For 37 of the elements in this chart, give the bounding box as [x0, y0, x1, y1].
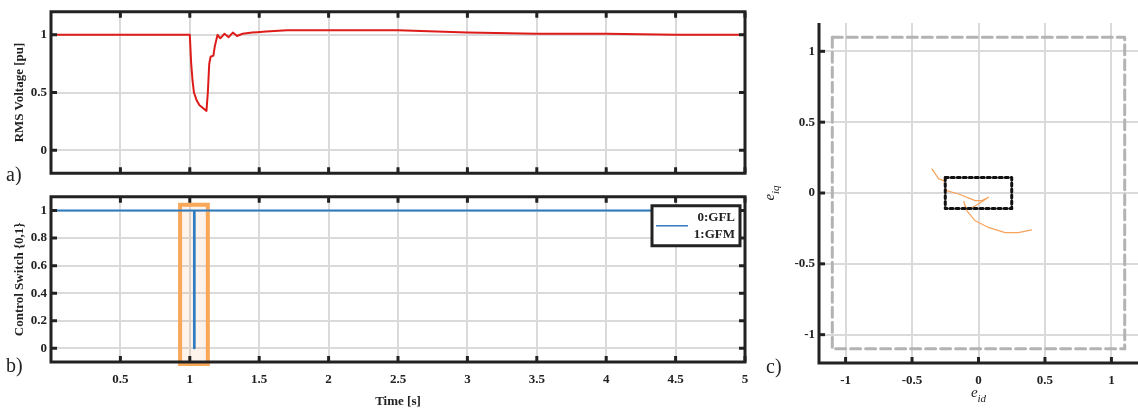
y-tick-label: 0 — [808, 184, 815, 200]
x-tick-label: 2.5 — [389, 371, 407, 387]
x-tick-label: -0.5 — [901, 372, 923, 388]
y-tick-label: 0.2 — [30, 312, 47, 328]
y-tick-label: 0.8 — [30, 229, 48, 245]
y-tick-label: 0.5 — [30, 83, 48, 99]
x-tick-label: 4.5 — [667, 371, 685, 387]
x-axis-title: Time [s] — [375, 393, 421, 408]
x-tick-label: -1 — [840, 372, 852, 388]
y-tick-label: 0.6 — [30, 256, 48, 272]
text: b) — [6, 354, 23, 377]
x-tick-label: 1 — [1108, 372, 1115, 388]
x-tick-label: 0 — [975, 372, 982, 388]
x-tick-label: 5 — [741, 371, 749, 387]
y-tick-label: 1 — [40, 26, 47, 42]
y-tick-label: -1 — [804, 326, 815, 342]
y-axis-title: eiq — [761, 184, 781, 201]
text: a) — [6, 163, 22, 186]
y-tick-label: 1 — [40, 201, 47, 217]
x-tick-label: 1 — [186, 371, 194, 387]
legend-label: 0:GFL 1:GFM — [693, 209, 736, 242]
x-tick-label: 0.5 — [1036, 372, 1054, 388]
y-tick-label: 1 — [808, 42, 815, 58]
x-tick-label: 1.5 — [251, 371, 268, 387]
y-axis-title: RMS Voltage [pu] — [11, 42, 27, 143]
y-tick-label: 0 — [40, 339, 47, 355]
text: c) — [766, 355, 782, 378]
y-tick-label: 0.5 — [798, 113, 816, 129]
x-tick-label: 3 — [464, 371, 472, 387]
x-tick-label: 4 — [602, 371, 610, 387]
y-tick-label: -0.5 — [794, 255, 816, 271]
y-tick-label: 0.4 — [30, 284, 48, 300]
x-tick-label: 2 — [325, 371, 332, 387]
x-tick-label: 3.5 — [528, 371, 546, 387]
y-axis-title: Control Switch {0,1} — [11, 222, 27, 337]
y-tick-label: 0 — [40, 141, 47, 157]
x-tick-label: 0.5 — [112, 371, 130, 387]
